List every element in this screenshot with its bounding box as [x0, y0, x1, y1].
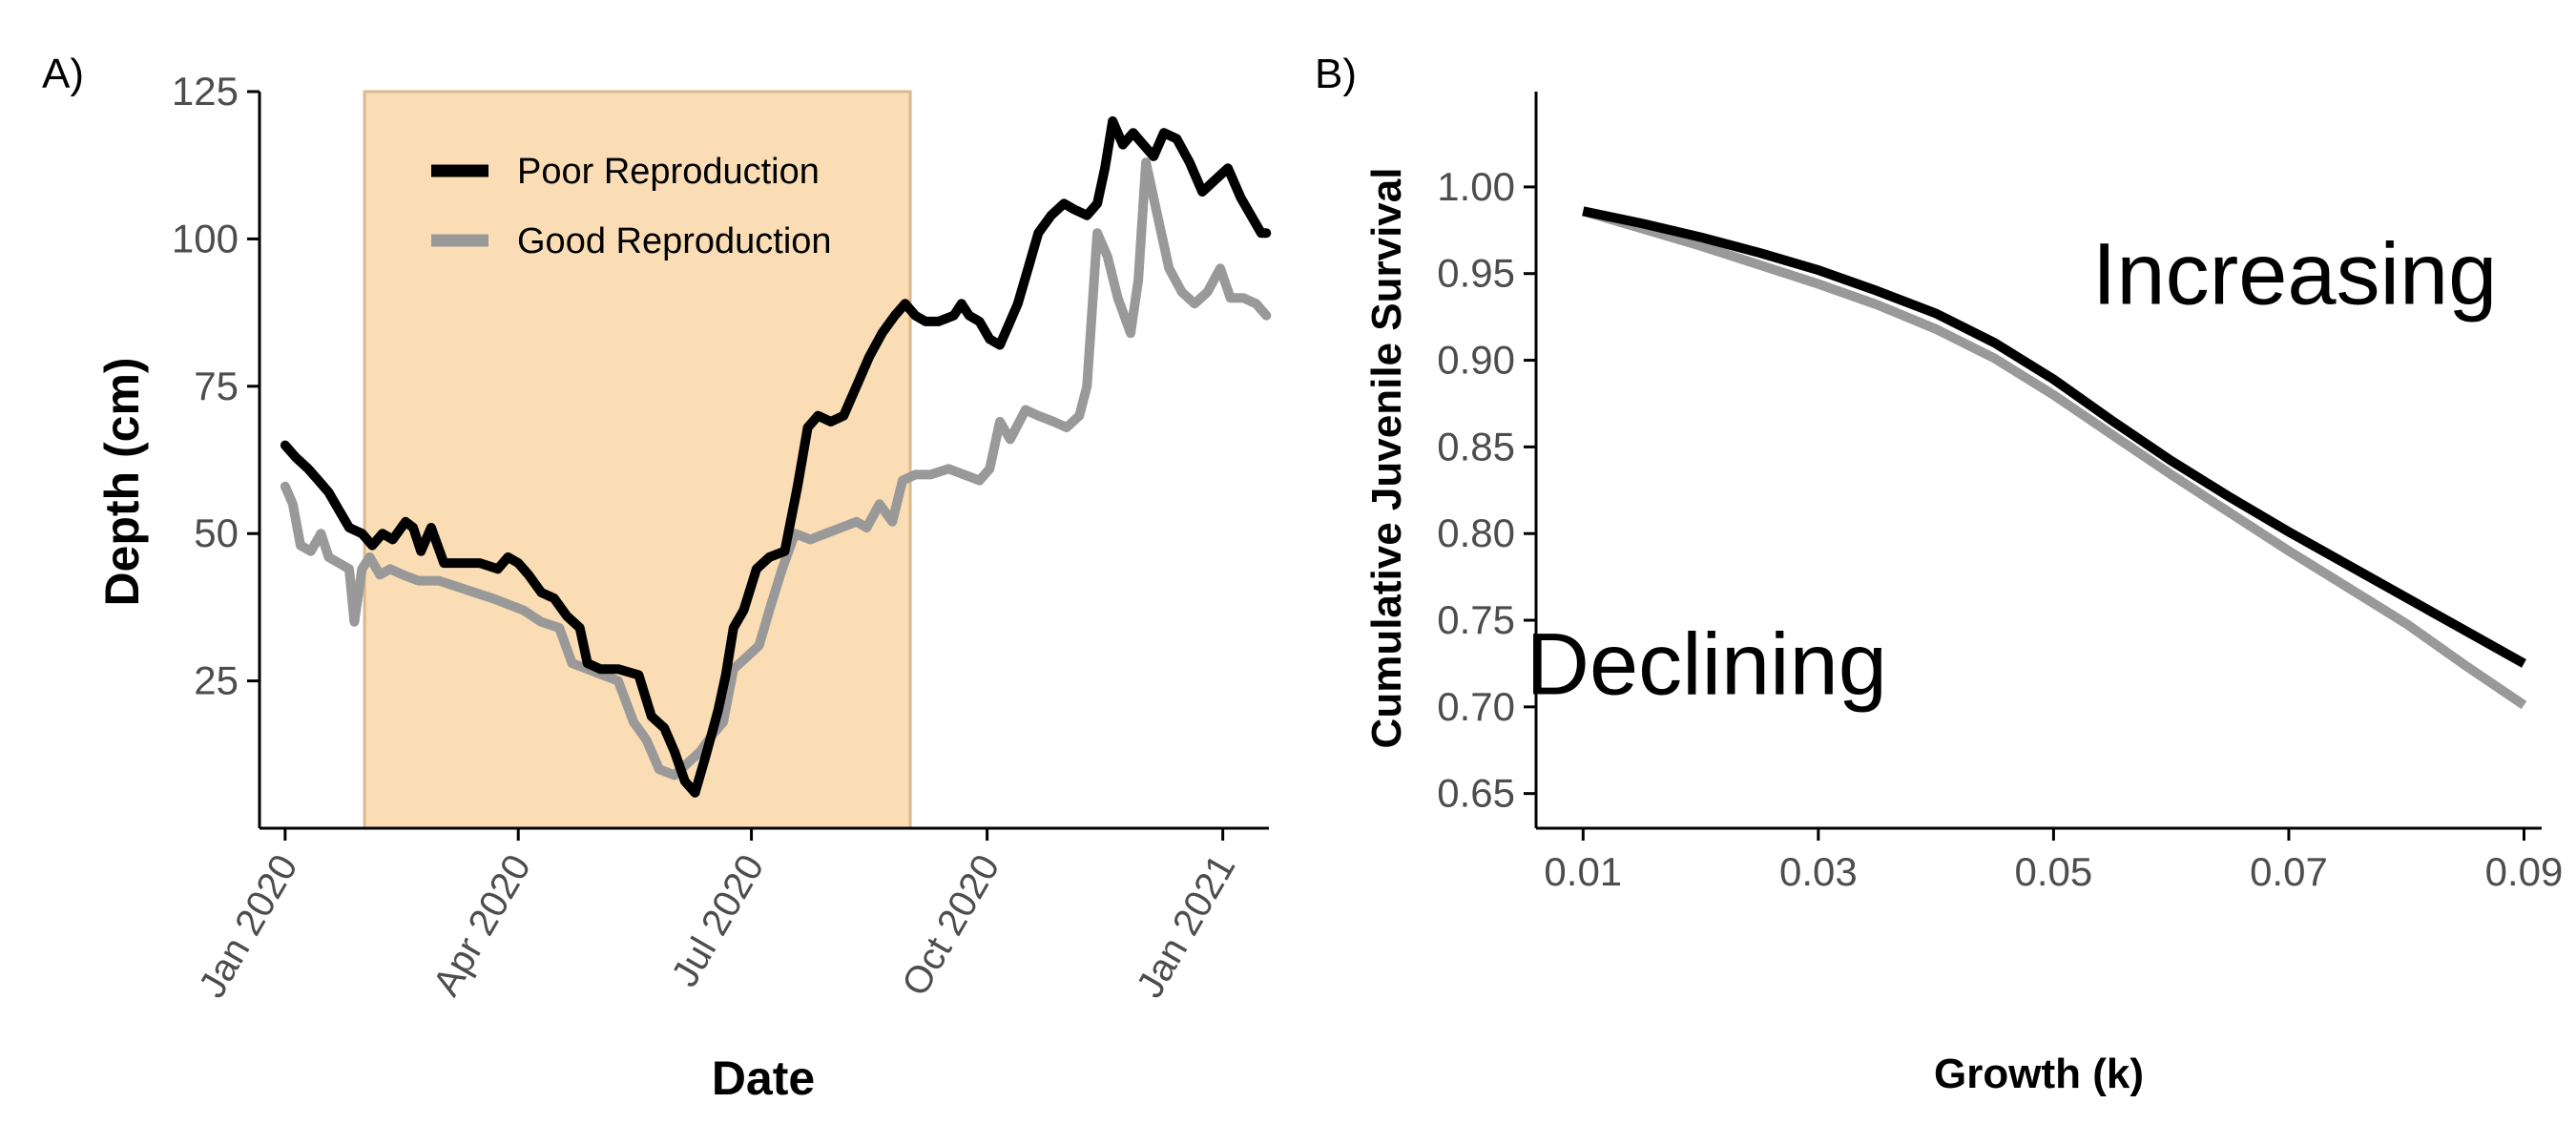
y-axis-ticks-a: 25 50 75 100 125 — [172, 69, 260, 703]
x-axis-ticks-a: Jan 2020 Apr 2020 Jul 2020 Oct 2020 Jan 2021 — [191, 828, 1243, 1005]
shaded-window — [363, 90, 912, 830]
y-tick-label-b: 0.85 — [1437, 424, 1515, 468]
x-tick-label-a: Jul 2020 — [664, 848, 773, 994]
y-axis-title-a: Depth (cm) — [95, 357, 149, 606]
panel-b-tag: B) — [1315, 51, 1357, 97]
y-axis-ticks-b: 0.65 0.70 0.75 0.80 0.85 0.90 0.95 1.00 — [1437, 164, 1536, 816]
legend-label-poor: Poor Reproduction — [517, 152, 820, 192]
x-tick-label-b: 0.05 — [2015, 849, 2093, 894]
series-line-good — [280, 157, 1272, 781]
legend: Poor Reproduction Good Reproduction — [431, 152, 832, 261]
y-tick-label-b: 0.65 — [1437, 771, 1515, 816]
y-tick-label-b: 1.00 — [1437, 164, 1515, 209]
y-tick-label-a: 100 — [172, 216, 239, 260]
panel-b: B) 0.01 0.03 0.05 0.07 0.09 0.65 0.70 0.75 0.80… — [1315, 51, 2563, 1097]
series-lines-b — [1581, 206, 2527, 710]
x-tick-label-b: 0.01 — [1544, 849, 1622, 894]
panel-a: A) Jan 2020 Apr 2020 Jul 2020 Oct 2020 Jan 2… — [42, 51, 1272, 1105]
series-line-poor — [1582, 206, 2526, 668]
series-line-poor — [280, 115, 1272, 798]
x-axis-ticks-b: 0.01 0.03 0.05 0.07 0.09 — [1544, 828, 2563, 894]
x-tick-label-a: Jan 2021 — [1129, 848, 1243, 1006]
y-tick-label-b: 0.80 — [1437, 510, 1515, 555]
series-line-good — [1581, 206, 2527, 710]
y-tick-label-a: 25 — [194, 658, 239, 703]
annotation-declining: Declining — [1527, 615, 1887, 713]
x-tick-label-b: 0.03 — [1779, 849, 1858, 894]
y-axis-title-b: Cumulative Juvenile Survival — [1363, 168, 1410, 749]
y-tick-label-b: 0.70 — [1437, 684, 1515, 729]
x-tick-label-b: 0.09 — [2485, 849, 2564, 894]
y-tick-label-a: 50 — [194, 510, 239, 555]
series-lines-a — [280, 115, 1272, 798]
x-tick-label-a: Apr 2020 — [426, 848, 539, 1004]
x-tick-label-a: Jan 2020 — [191, 848, 305, 1006]
x-axis-title-b: Growth (k) — [1934, 1051, 2144, 1097]
y-tick-label-b: 0.95 — [1437, 251, 1515, 296]
x-tick-label-a: Oct 2020 — [894, 848, 1008, 1004]
y-tick-label-b: 0.75 — [1437, 597, 1515, 642]
x-axis-title-a: Date — [712, 1051, 815, 1105]
annotation-increasing: Increasing — [2092, 226, 2497, 323]
y-tick-label-b: 0.90 — [1437, 338, 1515, 383]
legend-label-good: Good Reproduction — [517, 221, 832, 261]
y-tick-label-a: 125 — [172, 69, 239, 114]
x-tick-label-b: 0.07 — [2250, 849, 2328, 894]
panel-a-tag: A) — [42, 51, 84, 97]
y-tick-label-a: 75 — [194, 364, 239, 408]
